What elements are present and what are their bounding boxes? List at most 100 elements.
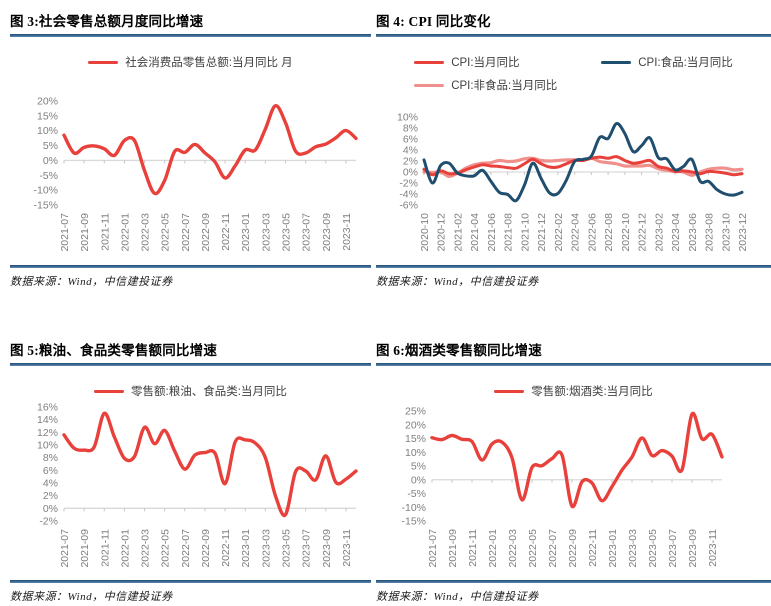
legend-line-swatch: [414, 83, 445, 87]
x-tick-label: 2023-04: [670, 213, 682, 252]
chart-legend: 零售额:烟酒类:当月同比: [494, 383, 653, 399]
y-tick-label: 10%: [396, 112, 417, 124]
series-line: [429, 411, 724, 509]
footer-divider: [376, 580, 771, 583]
title-divider: [10, 363, 371, 366]
x-tick-label: 2021-08: [502, 213, 514, 252]
y-tick-label: 5%: [42, 140, 57, 152]
x-tick-label: 2023-07: [667, 529, 679, 568]
y-tick-label: -15%: [401, 516, 426, 528]
y-tick-label: 4%: [402, 145, 417, 157]
legend-item: 零售额:粮油、食品类:当月同比: [94, 383, 287, 399]
x-tick-label: 2022-12: [636, 213, 648, 252]
legend-line-swatch: [414, 60, 445, 64]
x-tick-label: 2022-09: [199, 529, 211, 568]
figure-panel-3: 图 3:社会零售总额月度同比增速 社会消费品零售总额:当月同比 月 2021-0…: [10, 10, 371, 289]
title-divider: [10, 34, 371, 37]
legend-label: 零售额:粮油、食品类:当月同比: [131, 386, 287, 399]
footer-divider: [10, 580, 371, 583]
legend-wrap: CPI:当月同比 CPI:食品:当月同比 CPI:非食品:当月同比: [414, 51, 733, 93]
x-tick-label: 2023-01: [240, 529, 252, 568]
x-tick-label: 2023-03: [260, 529, 272, 568]
x-tick-label: 2021-02: [452, 213, 464, 252]
y-tick-label: -6%: [399, 200, 418, 212]
x-tick-label: 2020-12: [435, 213, 447, 252]
x-tick-label: 2023-09: [687, 529, 699, 568]
y-tick-label: 12%: [36, 427, 57, 439]
x-tick-label: 2022-11: [587, 529, 599, 567]
y-tick-label: 0%: [42, 503, 57, 515]
x-tick-label: 2022-07: [179, 213, 191, 252]
figure-title: 图 3:社会零售总额月度同比增速: [10, 14, 204, 29]
y-tick-label: 2%: [402, 156, 417, 168]
x-tick-label: 2022-09: [199, 213, 211, 252]
legend-line-swatch: [601, 60, 632, 64]
x-tick-label: 2022-10: [619, 213, 631, 252]
x-tick-label: 2023-01: [240, 213, 252, 252]
x-tick-label: 2023-09: [320, 213, 332, 252]
legend-label: 零售额:烟酒类:当月同比: [531, 386, 653, 399]
x-tick-label: 2021-06: [485, 213, 497, 252]
legend-item: 零售额:烟酒类:当月同比: [494, 383, 653, 399]
title-divider: [376, 363, 771, 366]
y-tick-label: 6%: [42, 465, 57, 477]
series-line: [61, 411, 358, 518]
y-tick-label: 20%: [36, 96, 57, 108]
x-tick-label: 2021-07: [59, 213, 71, 252]
x-tick-label: 2021-11: [467, 529, 479, 567]
x-tick-label: 2022-04: [569, 213, 581, 252]
y-tick-label: 20%: [404, 420, 425, 432]
y-tick-label: 15%: [36, 110, 57, 122]
figure-panel-5: 图 5:粮油、食品类零售额同比增速 零售额:粮油、食品类:当月同比 2021-0…: [10, 339, 371, 604]
y-tick-label: -4%: [399, 189, 418, 201]
y-tick-label: 15%: [404, 433, 425, 445]
x-tick-label: 2023-12: [737, 213, 749, 252]
cpi-line-chart: 2020-10 2020-12 2021-02 2021-04 2021-06 2021-…: [396, 112, 749, 252]
x-tick-label: 2021-09: [447, 529, 459, 568]
x-tick-label: 2022-11: [220, 529, 232, 567]
x-tick-label: 2021-07: [59, 529, 71, 568]
x-tick-label: 2023-05: [280, 213, 292, 252]
y-tick-label: 10%: [36, 125, 57, 137]
x-tick-label: 2022-11: [220, 213, 232, 251]
y-tick-label: -5%: [407, 488, 426, 500]
y-tick-label: -10%: [33, 185, 58, 197]
y-tick-label: -10%: [401, 502, 426, 514]
y-tick-label: 10%: [36, 440, 57, 452]
x-tick-label: 2023-01: [607, 529, 619, 568]
x-tick-label: 2022-08: [603, 213, 615, 252]
y-tick-label: 5%: [410, 461, 425, 473]
x-tick-label: 2022-09: [567, 529, 579, 568]
legend-label: CPI:食品:当月同比: [638, 57, 733, 70]
series-line: [422, 122, 743, 203]
figure-body: 社会消费品零售总额:当月同比 月 2021-07 2021-09 2021-11 20…: [10, 37, 371, 265]
x-tick-label: 2023-11: [340, 213, 352, 251]
y-tick-label: -5%: [39, 170, 58, 182]
x-tick-label: 2021-07: [427, 529, 439, 568]
y-tick-label: 2%: [42, 490, 57, 502]
legend-item: 社会消费品零售总额:当月同比 月: [88, 54, 293, 70]
y-tick-label: 10%: [404, 447, 425, 459]
figure-title: 图 4: CPI 同比变化: [376, 14, 491, 29]
x-tick-label: 2022-03: [507, 529, 519, 568]
x-tick-label: 2021-11: [99, 529, 111, 567]
data-source: 数据来源：Wind，中信建投证券: [10, 276, 173, 288]
y-tick-label: 0%: [402, 167, 417, 179]
x-tick-label: 2021-11: [99, 213, 111, 251]
x-tick-label: 2023-07: [300, 529, 312, 568]
data-source: 数据来源：Wind，中信建投证券: [376, 276, 539, 288]
x-tick-label: 2022-02: [552, 213, 564, 252]
title-divider: [376, 34, 771, 37]
legend-label: CPI:非食品:当月同比: [451, 80, 558, 93]
grain-food-retail-line-chart: 2021-07 2021-09 2021-11 2022-01 2022-03 2022-…: [36, 402, 358, 568]
figure-panel-4: 图 4: CPI 同比变化 CPI:当月同比 CPI:食品:当月同比 CPI:非食品…: [376, 10, 771, 289]
legend-line-swatch: [88, 60, 119, 64]
x-tick-label: 2022-05: [159, 213, 171, 252]
figure-body: 零售额:烟酒类:当月同比 2021-07 2021-09 2021-11 2022-0…: [376, 366, 771, 580]
x-tick-label: 2020-10: [419, 213, 431, 252]
figure-title: 图 6:烟酒类零售额同比增速: [376, 343, 542, 358]
x-tick-label: 2022-03: [139, 213, 151, 252]
x-tick-label: 2021-09: [79, 213, 91, 252]
legend-label: CPI:当月同比: [451, 57, 520, 70]
x-tick-label: 2023-10: [720, 213, 732, 252]
